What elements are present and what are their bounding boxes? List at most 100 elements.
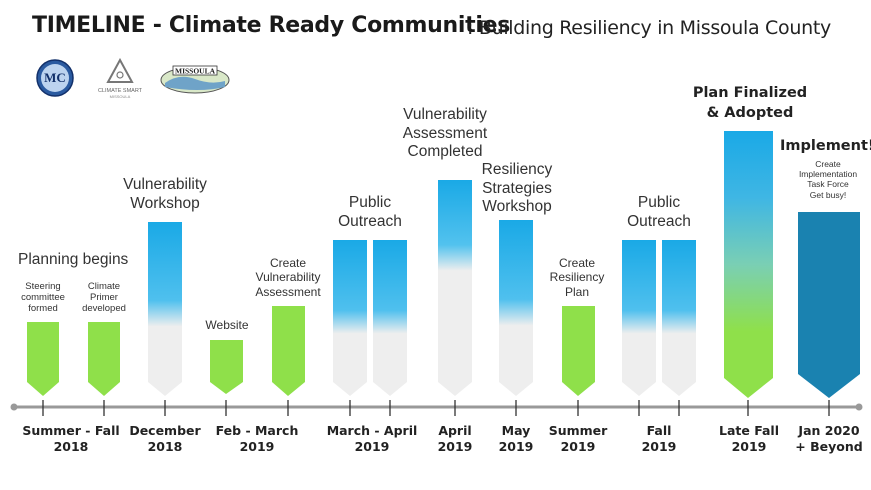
label-outreach-1: Public Outreach — [325, 194, 415, 231]
label-line: Vulnerability — [255, 270, 321, 285]
bar-create-vuln — [272, 306, 305, 396]
axis-line: Summer - Fall — [22, 423, 120, 438]
label-line: Create — [815, 159, 841, 169]
axis-line: 2019 — [437, 439, 473, 455]
label-line: Strategies — [482, 179, 552, 197]
bar-outreach-2b — [662, 240, 696, 396]
axis-line: May — [501, 423, 531, 438]
axis-label-december-2018: December 2018 — [128, 423, 202, 456]
axis-line: 2019 — [498, 439, 534, 455]
axis-line: Fall — [646, 423, 672, 438]
label-planning-begins: Planning begins — [18, 251, 129, 268]
label-implement-notes: Create Implementation Task Force Get bus… — [788, 159, 868, 200]
label-line: Resiliency — [481, 161, 553, 178]
label-line: Workshop — [130, 194, 200, 212]
climate-smart-logo: CLIMATE SMART MISSOULA — [92, 57, 148, 102]
climate-smart-sub: MISSOULA — [110, 94, 131, 99]
axis-line: 2019 — [641, 439, 677, 455]
label-line: Vulnerability — [403, 106, 487, 123]
climate-smart-text: CLIMATE SMART — [98, 88, 143, 94]
axis-line: 2019 — [354, 439, 390, 455]
axis-label-march-april-2019: March - April 2019 — [322, 423, 422, 456]
label-line: Implementation — [798, 169, 858, 180]
axis-line: 2018 — [147, 439, 183, 455]
label-plan-finalized: Plan Finalized & Adopted — [690, 84, 810, 123]
label-vuln-completed: Vulnerability Assessment Completed — [390, 106, 500, 162]
bar-plan-finalized — [724, 131, 773, 398]
label-outreach-2: Public Outreach — [614, 194, 704, 231]
label-create-vuln: Create Vulnerability Assessment — [240, 256, 336, 299]
axis-label-april-2019: April 2019 — [430, 423, 480, 456]
label-line: Outreach — [627, 212, 691, 230]
axis-label-jan-2020-beyond: Jan 2020 + Beyond — [790, 423, 868, 456]
axis-label-may-2019: May 2019 — [491, 423, 541, 456]
label-line: committee — [21, 291, 65, 303]
label-line: Plan — [564, 284, 590, 299]
label-line: Public — [348, 194, 392, 211]
page-title: TIMELINE - Climate Ready Communities — [32, 13, 511, 38]
label-line: Public — [637, 194, 681, 211]
axis-label-summer-fall-2018: Summer - Fall 2018 — [18, 423, 124, 456]
axis-label-fall-2019: Fall 2019 — [633, 423, 685, 456]
axis-label-feb-march-2019: Feb - March 2019 — [208, 423, 306, 456]
label-line: Create — [558, 256, 596, 270]
label-line: Assessment — [402, 124, 488, 142]
bar-vuln-workshop — [148, 222, 182, 396]
bar-resiliency-workshop — [499, 220, 533, 396]
label-website: Website — [205, 318, 249, 332]
label-line: Primer — [90, 291, 118, 303]
bar-website — [210, 340, 243, 394]
label-primer: Climate Primer developed — [78, 281, 130, 315]
axis-line: 2019 — [239, 439, 275, 455]
page-subtitle: : Building Resiliency in Missoula County — [467, 17, 831, 39]
missoula-city-logo: MISSOULA — [159, 63, 231, 95]
bar-primer — [88, 322, 120, 396]
axis-start-dot — [10, 403, 18, 411]
label-line: Climate — [87, 281, 121, 292]
bar-implement — [798, 212, 860, 398]
label-line: Task Force — [807, 179, 849, 190]
label-line: Completed — [407, 143, 483, 161]
label-line: & Adopted — [706, 104, 794, 121]
axis-line: Feb - March — [215, 423, 299, 438]
bar-create-resiliency — [562, 306, 595, 396]
label-line: Outreach — [338, 212, 402, 230]
label-line: developed — [82, 302, 126, 314]
label-line: Resiliency — [549, 270, 605, 285]
seal-letters: MC — [44, 70, 66, 85]
axis-line: Late Fall — [718, 423, 780, 438]
missoula-county-seal-logo: MC — [36, 59, 74, 97]
label-resiliency-workshop: Resiliency Strategies Workshop — [472, 161, 562, 217]
axis-line: + Beyond — [795, 439, 863, 455]
axis-end-dot — [855, 403, 863, 411]
label-line: Steering — [25, 281, 61, 292]
axis-line: 2019 — [560, 439, 596, 455]
axis-line: December — [129, 423, 201, 438]
axis-line: April — [438, 423, 472, 438]
label-line: Get busy! — [809, 189, 847, 200]
label-line: Assessment — [255, 284, 321, 299]
bar-outreach-2a — [622, 240, 656, 396]
label-vuln-workshop: Vulnerability Workshop — [115, 176, 215, 213]
label-line: Vulnerability — [123, 176, 207, 193]
axis-line: 2019 — [731, 439, 767, 455]
label-line: Workshop — [482, 198, 552, 216]
axis-line: Jan 2020 — [798, 423, 860, 438]
label-line: Create — [269, 256, 307, 270]
label-line: formed — [28, 302, 58, 314]
axis-line: 2018 — [53, 439, 89, 455]
bar-steering — [27, 322, 59, 396]
bar-vuln-completed — [438, 180, 472, 396]
axis-ticks — [42, 400, 830, 416]
bar-outreach-1a — [333, 240, 367, 396]
label-create-resiliency: Create Resiliency Plan — [537, 256, 617, 299]
label-steering: Steering committee formed — [16, 281, 70, 315]
bar-outreach-1b — [373, 240, 407, 396]
label-implement: Implement! — [780, 138, 871, 154]
axis-label-late-fall-2019: Late Fall 2019 — [712, 423, 786, 456]
axis-line: March - April — [326, 423, 418, 438]
axis-line: Summer — [548, 423, 608, 438]
missoula-text: MISSOULA — [175, 67, 216, 76]
label-line: Plan Finalized — [692, 85, 808, 101]
